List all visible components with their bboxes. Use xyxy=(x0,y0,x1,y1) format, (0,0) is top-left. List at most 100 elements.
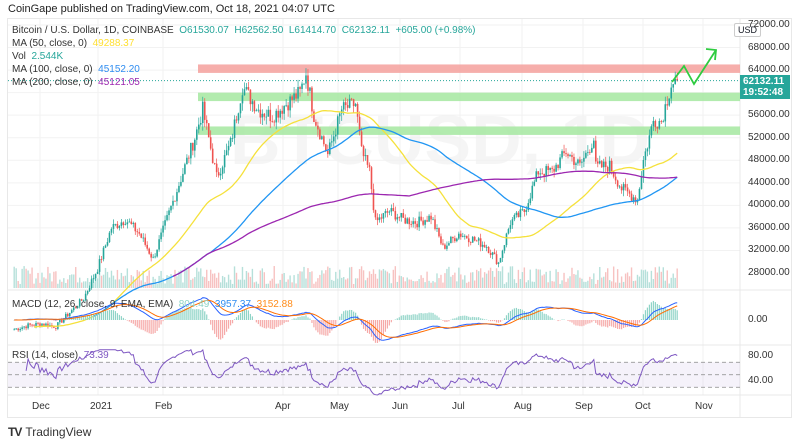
candle-body xyxy=(491,252,494,255)
candle-body xyxy=(648,135,651,149)
macd-histogram-bar xyxy=(206,314,208,320)
volume-bar xyxy=(152,276,154,288)
volume-bar xyxy=(55,271,57,288)
tradingview-logo[interactable]: TV TradingView xyxy=(8,425,91,439)
volume-bar xyxy=(186,269,188,288)
volume-bar xyxy=(650,270,653,288)
macd-histogram-bar xyxy=(456,317,458,320)
candle-body xyxy=(231,137,234,139)
volume-bar xyxy=(319,274,321,288)
volume-bar xyxy=(434,282,436,288)
macd-histogram-bar xyxy=(269,320,271,329)
macd-histogram-bar xyxy=(190,307,192,320)
macd-histogram-bar xyxy=(521,309,523,320)
candle-body xyxy=(325,144,327,151)
ma200-legend[interactable]: MA (200, close, 0) 45121.05 xyxy=(12,76,476,89)
macd-histogram-bar xyxy=(118,314,120,320)
volume-bar xyxy=(279,279,281,288)
volume-bar xyxy=(100,275,103,288)
volume-bar xyxy=(610,281,613,288)
volume-bar xyxy=(583,281,585,288)
volume-bar xyxy=(35,278,37,288)
volume-bar xyxy=(23,266,25,288)
volume-bar xyxy=(229,279,232,288)
volume-bar xyxy=(317,278,319,288)
macd-histogram-bar xyxy=(162,320,164,322)
macd-histogram-bar xyxy=(321,320,323,335)
macd-histogram-bar xyxy=(214,320,216,334)
macd-histogram-bar xyxy=(110,310,113,320)
volume-bar xyxy=(454,272,456,288)
volume-bar xyxy=(208,280,210,288)
macd-histogram-bar xyxy=(662,308,664,320)
candle-body xyxy=(565,153,567,155)
candle-body xyxy=(315,121,317,126)
candle-body xyxy=(41,323,43,327)
candle-body xyxy=(553,168,555,172)
candle-body xyxy=(410,224,412,225)
volume-bar xyxy=(390,283,393,288)
macd-histogram-bar xyxy=(231,320,234,324)
macd-histogram-bar xyxy=(94,313,97,320)
candle-body xyxy=(630,193,633,201)
symbol-title[interactable]: Bitcoin / U.S. Dollar, 1D, COINBASE xyxy=(12,25,174,36)
candle-body xyxy=(571,155,573,157)
macd-histogram-bar xyxy=(613,320,615,328)
macd-histogram-bar xyxy=(164,318,166,320)
macd-value: 3957.37 xyxy=(214,299,252,310)
ma100-legend[interactable]: MA (100, close, 0) 45152.20 xyxy=(12,63,476,76)
macd-histogram-bar xyxy=(497,320,500,323)
volume-bar xyxy=(483,272,486,288)
volume-bar xyxy=(170,274,172,288)
macd-histogram-bar xyxy=(104,310,107,320)
macd-histogram-bar xyxy=(345,310,347,320)
candle-body xyxy=(664,104,667,122)
volume-bar xyxy=(69,275,71,288)
macd-histogram-bar xyxy=(533,310,535,320)
volume-bar xyxy=(178,271,180,288)
macd-histogram-bar xyxy=(664,308,666,320)
candle-body xyxy=(624,184,627,188)
candle-body xyxy=(436,228,438,229)
volume-bar xyxy=(94,276,97,288)
macd-histogram-bar xyxy=(489,320,492,322)
macd-histogram-bar xyxy=(150,320,152,334)
macd-histogram-bar xyxy=(249,313,252,320)
volume-bar xyxy=(624,273,627,288)
volume-bar xyxy=(535,268,537,288)
volume-bar xyxy=(293,275,295,288)
macd-histogram-bar xyxy=(91,313,93,320)
candle-body xyxy=(495,254,498,265)
candle-body xyxy=(646,148,649,152)
volume-bar xyxy=(19,283,21,288)
macd-histogram-bar xyxy=(668,309,670,320)
volume-bar xyxy=(384,270,387,288)
rsi-legend[interactable]: RSI (14, close) 73.39 xyxy=(12,350,109,361)
currency-badge[interactable]: USD xyxy=(734,23,762,37)
macd-histogram-bar xyxy=(148,320,150,334)
macd-histogram-bar xyxy=(303,316,305,320)
macd-histogram-bar xyxy=(480,318,482,320)
macd-histogram-bar xyxy=(499,320,502,323)
macd-histogram-bar xyxy=(482,318,484,320)
volume-bar xyxy=(138,271,140,288)
candle-body xyxy=(336,116,339,135)
macd-histogram-bar xyxy=(297,317,299,320)
candle-body xyxy=(420,216,422,221)
candle-body xyxy=(507,229,510,234)
volume-bar xyxy=(529,269,531,288)
macd-histogram-bar xyxy=(462,315,464,320)
ma50-legend[interactable]: MA (50, close, 0) 49288.37 xyxy=(12,37,476,50)
macd-histogram-bar xyxy=(315,320,317,331)
candle-body xyxy=(412,221,414,225)
vol-legend[interactable]: Vol 2.544K xyxy=(12,50,476,63)
macd-histogram-bar xyxy=(138,320,140,329)
candle-body xyxy=(595,140,597,162)
volume-bar xyxy=(388,273,391,288)
macd-legend[interactable]: MACD (12, 26, close, 9, EMA, EMA) 804.49… xyxy=(12,299,293,310)
volume-bar xyxy=(519,278,522,288)
macd-histogram-bar xyxy=(283,320,285,324)
ma200-line xyxy=(172,170,678,277)
volume-bar xyxy=(636,274,639,288)
